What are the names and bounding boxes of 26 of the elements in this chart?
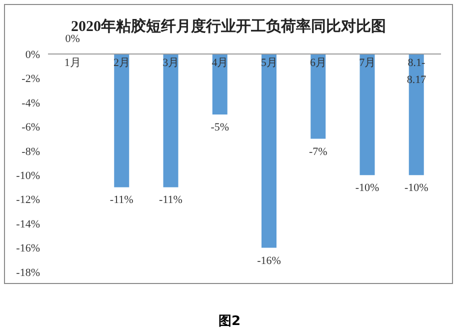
caption: 图2 [217, 313, 242, 330]
y-tick-label: -8% [22, 146, 40, 158]
data-label: -10% [404, 182, 428, 194]
data-label: 0% [65, 33, 80, 45]
y-tick-label: -12% [16, 194, 40, 206]
y-tick-label: -16% [16, 242, 40, 255]
x-tick-label: 1月 [64, 57, 81, 69]
y-tick-label: -6% [22, 122, 40, 134]
data-label: -5% [210, 122, 230, 134]
data-label: -7% [308, 146, 328, 158]
x-tick-label: 3月 [162, 57, 180, 69]
x-tick-label: 2月 [113, 57, 130, 69]
y-tick-label: -10% [16, 170, 40, 182]
data-label: -11% [159, 194, 182, 206]
x-tick-label: 7月 [359, 57, 376, 69]
y-tick-label: -14% [16, 218, 40, 230]
y-tick-label: -2% [22, 73, 40, 86]
chart-title: 2020年粘胶短纤月度行业开工负荷率同比对比图 [71, 17, 387, 35]
y-tick-label: -4% [22, 97, 40, 110]
data-label: -10% [355, 182, 380, 194]
data-label: -16% [257, 254, 281, 267]
x-tick-label: 5月 [260, 57, 278, 69]
x-tick-label: 6月 [310, 57, 326, 69]
y-tick-label: -18% [16, 266, 40, 279]
data-label: -11% [110, 194, 134, 206]
y-tick-label: 0% [25, 48, 40, 61]
